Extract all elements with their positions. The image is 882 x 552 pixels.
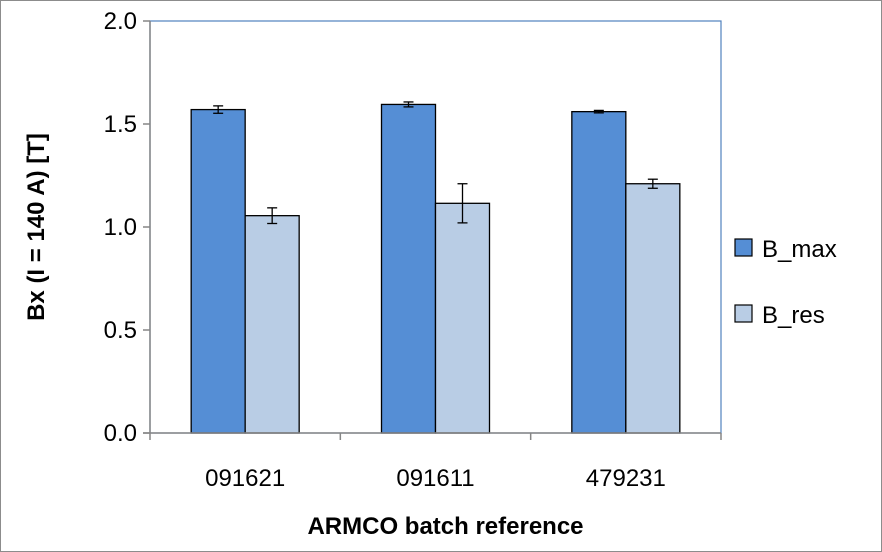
bar-b-max xyxy=(571,110,627,434)
y-tick-label: 2.0 xyxy=(104,8,137,35)
legend-swatch-b-res xyxy=(734,304,753,323)
legend: B_max B_res xyxy=(734,236,837,329)
bars-group xyxy=(190,103,681,434)
error-bars-group xyxy=(213,101,658,225)
bar-b-max xyxy=(190,108,246,434)
bar-b-res xyxy=(434,202,491,434)
bar-b-max xyxy=(380,103,437,434)
y-tick-label: 1.5 xyxy=(104,111,137,138)
bar-b-res xyxy=(244,215,300,434)
y-tick-label: 0.5 xyxy=(104,317,137,344)
x-tick-label: 091621 xyxy=(205,465,285,492)
legend-swatch-b-max xyxy=(734,238,753,257)
y-axis-title: Bx (I = 140 A) [T] xyxy=(23,133,50,321)
axes-group: 0.0 0.5 1.0 1.5 2.0 091621 091611 479231 xyxy=(104,8,722,492)
x-tick-label: 091611 xyxy=(396,465,474,492)
y-tick-label: 0.0 xyxy=(104,420,137,447)
legend-label: B_max xyxy=(762,236,837,263)
bar-b-res xyxy=(625,183,681,434)
x-tick-label: 479231 xyxy=(586,465,666,492)
legend-label: B_res xyxy=(762,302,825,329)
y-tick-label: 1.0 xyxy=(104,214,137,241)
x-axis-title: ARMCO batch reference xyxy=(307,513,583,540)
